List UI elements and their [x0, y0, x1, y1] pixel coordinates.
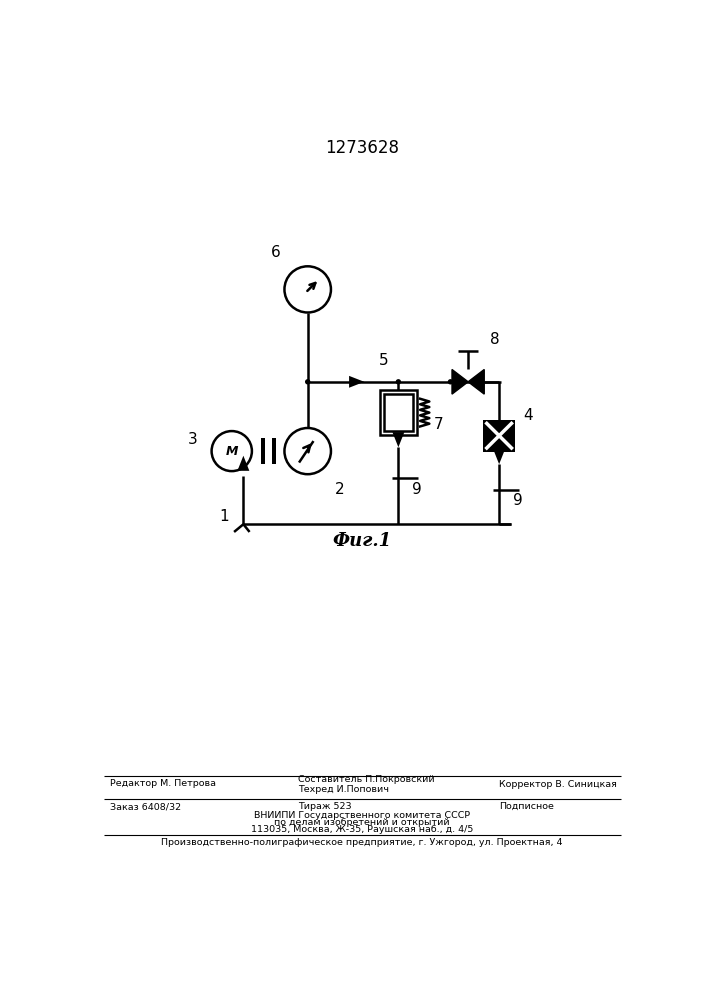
- Text: Производственно-полиграфическое предприятие, г. Ужгород, ул. Проектная, 4: Производственно-полиграфическое предприя…: [161, 838, 563, 847]
- Circle shape: [305, 379, 310, 384]
- Text: ВНИИПИ Государственного комитета СССР: ВНИИПИ Государственного комитета СССР: [254, 811, 470, 820]
- Text: Составитель П.Покровский: Составитель П.Покровский: [298, 775, 434, 784]
- Polygon shape: [238, 456, 250, 471]
- Bar: [483, 420, 515, 452]
- Polygon shape: [452, 369, 468, 394]
- Text: M: M: [226, 445, 238, 458]
- Text: Техред И.Попович: Техред И.Попович: [298, 785, 389, 794]
- Text: Редактор М. Петрова: Редактор М. Петрова: [110, 779, 216, 788]
- Text: Заказ 6408/32: Заказ 6408/32: [110, 802, 181, 811]
- Text: 2: 2: [335, 482, 344, 497]
- Polygon shape: [493, 449, 505, 464]
- Text: 6: 6: [271, 245, 281, 260]
- Text: Фиг.1: Фиг.1: [332, 532, 392, 550]
- Text: Тираж 523: Тираж 523: [298, 802, 351, 811]
- Text: 9: 9: [513, 493, 522, 508]
- Text: 3: 3: [188, 432, 198, 447]
- Text: Корректор В. Синицкая: Корректор В. Синицкая: [499, 780, 617, 789]
- Circle shape: [396, 379, 401, 384]
- Polygon shape: [468, 369, 484, 394]
- Text: 5: 5: [379, 353, 389, 368]
- Polygon shape: [349, 376, 364, 388]
- Text: 8: 8: [490, 332, 499, 347]
- Text: 9: 9: [412, 482, 422, 497]
- Bar: [384, 394, 413, 431]
- Text: 4: 4: [523, 408, 533, 423]
- Circle shape: [448, 379, 453, 384]
- Text: Подписное: Подписное: [499, 802, 554, 811]
- Text: 113035, Москва, Ж-35, Раушская наб., д. 4/5: 113035, Москва, Ж-35, Раушская наб., д. …: [251, 825, 473, 834]
- Text: 1273628: 1273628: [325, 139, 399, 157]
- Text: 1: 1: [220, 509, 230, 524]
- Text: 7: 7: [434, 417, 444, 432]
- Polygon shape: [392, 432, 404, 447]
- Bar: [380, 390, 417, 435]
- Text: по делам изобретений и открытий: по делам изобретений и открытий: [274, 818, 450, 827]
